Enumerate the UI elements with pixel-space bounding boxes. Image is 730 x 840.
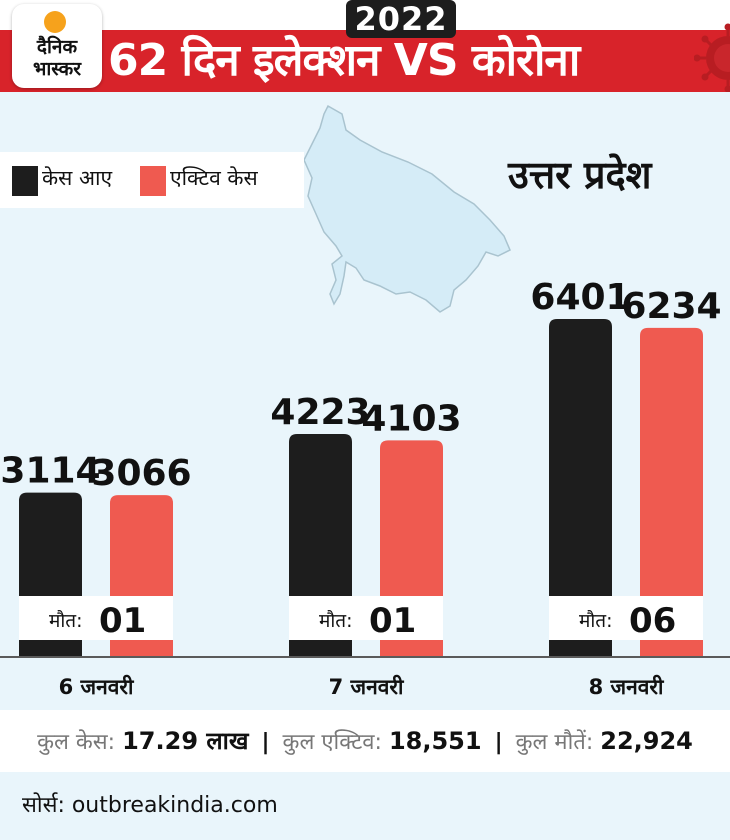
- bar: [640, 327, 703, 657]
- deaths-box: [289, 596, 443, 640]
- totals-summary: कुल केस: 17.29 लाख | कुल एक्टिव: 18,551 …: [0, 710, 730, 772]
- header: दैनिक भास्कर 2022 62 दिन इलेक्शन VS कोरो…: [0, 0, 730, 92]
- total-cases-value: 17.29 लाख: [122, 727, 249, 755]
- total-active-label: कुल एक्टिव:: [282, 730, 382, 755]
- total-active-value: 18,551: [388, 727, 482, 755]
- total-deaths-label: कुल मौतें:: [515, 730, 594, 755]
- legend-swatch-cases: [12, 166, 38, 196]
- dainik-bhaskar-logo: दैनिक भास्कर: [12, 4, 102, 88]
- deaths-value: 01: [99, 601, 146, 641]
- year-badge: 2022: [346, 0, 456, 38]
- deaths-box: [549, 596, 703, 640]
- deaths-value: 01: [369, 601, 416, 641]
- logo-line-1: दैनिक: [36, 36, 78, 58]
- source-note: सोर्स: outbreakindia.com: [0, 772, 730, 840]
- separator: |: [494, 730, 503, 755]
- separator: |: [261, 730, 270, 755]
- coronavirus-icon: [694, 23, 730, 92]
- category-label: 8 जनवरी: [589, 674, 665, 699]
- legend-label-cases: केस आए: [42, 166, 113, 190]
- data-label: 6401: [530, 277, 630, 318]
- deaths-value: 06: [629, 601, 676, 641]
- legend-label-active: एक्टिव केस: [170, 166, 258, 190]
- uttar-pradesh-map: [303, 104, 511, 313]
- deaths-label: मौत:: [319, 609, 353, 632]
- legend-swatch-active: [140, 166, 166, 196]
- data-label: 4223: [270, 392, 370, 433]
- sun-icon: [44, 11, 66, 33]
- deaths-label: मौत:: [49, 609, 83, 632]
- total-deaths-value: 22,924: [600, 727, 693, 755]
- legend: केस आए एक्टिव केस: [0, 152, 304, 208]
- category-label: 6 जनवरी: [59, 674, 135, 699]
- data-label: 3066: [91, 453, 191, 494]
- deaths-label: मौत:: [579, 609, 613, 632]
- total-cases-label: कुल केस:: [37, 730, 116, 755]
- category-label: 7 जनवरी: [329, 674, 405, 699]
- title-banner: [0, 30, 730, 92]
- data-label: 3114: [0, 451, 100, 492]
- data-label: 4103: [361, 398, 461, 439]
- deaths-box: [19, 596, 173, 640]
- state-label: उत्तर प्रदेश: [508, 153, 652, 197]
- logo-line-2: भास्कर: [32, 58, 82, 80]
- bar: [549, 319, 612, 657]
- page-title: 62 दिन इलेक्शन VS कोरोना: [108, 35, 580, 86]
- data-label: 6234: [621, 286, 721, 327]
